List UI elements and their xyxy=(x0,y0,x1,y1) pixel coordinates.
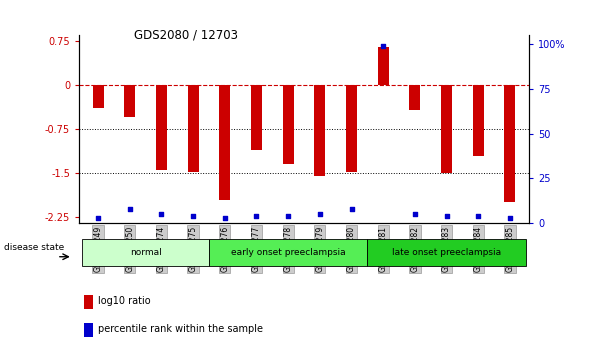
Point xyxy=(156,211,166,217)
Point xyxy=(410,211,420,217)
Bar xyxy=(283,85,294,164)
Point xyxy=(505,215,515,221)
Point xyxy=(93,215,103,221)
FancyBboxPatch shape xyxy=(367,239,526,266)
Bar xyxy=(441,85,452,173)
Bar xyxy=(314,85,325,176)
Text: normal: normal xyxy=(130,248,162,257)
Text: log10 ratio: log10 ratio xyxy=(98,296,151,306)
Point xyxy=(252,213,261,219)
Bar xyxy=(124,85,135,118)
Bar xyxy=(187,85,199,172)
Text: disease state: disease state xyxy=(4,243,64,252)
Bar xyxy=(346,85,357,172)
Point xyxy=(315,211,325,217)
Bar xyxy=(378,47,389,85)
Point xyxy=(220,215,230,221)
Point xyxy=(283,213,293,219)
Bar xyxy=(409,85,421,110)
Text: GDS2080 / 12703: GDS2080 / 12703 xyxy=(134,28,238,41)
Bar xyxy=(251,85,262,150)
Bar xyxy=(83,295,94,309)
Bar xyxy=(219,85,230,200)
Point xyxy=(474,213,483,219)
Bar xyxy=(92,85,103,108)
Point xyxy=(125,206,134,212)
Text: late onset preeclampsia: late onset preeclampsia xyxy=(392,248,501,257)
Point xyxy=(442,213,452,219)
Text: early onset preeclampsia: early onset preeclampsia xyxy=(231,248,345,257)
FancyBboxPatch shape xyxy=(209,239,367,266)
FancyBboxPatch shape xyxy=(82,239,209,266)
Bar xyxy=(156,85,167,170)
Point xyxy=(347,206,356,212)
Point xyxy=(188,213,198,219)
Point xyxy=(378,43,388,49)
Bar xyxy=(83,323,94,337)
Text: percentile rank within the sample: percentile rank within the sample xyxy=(98,324,263,334)
Bar xyxy=(473,85,484,156)
Bar xyxy=(505,85,516,202)
